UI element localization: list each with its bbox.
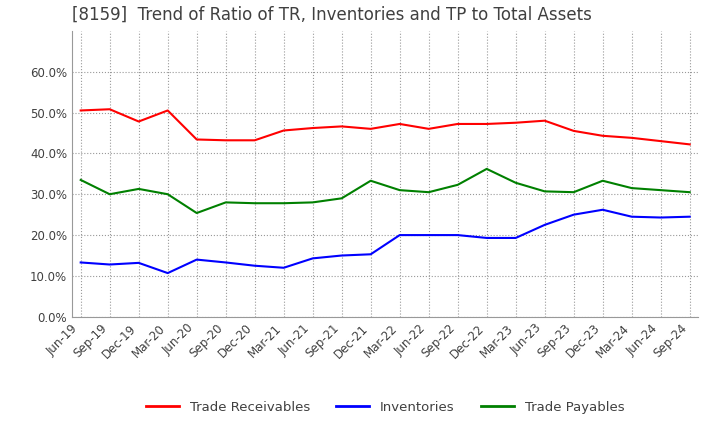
Inventories [570,212,578,217]
Trade Receivables [105,106,114,112]
Trade Payables [76,177,85,183]
Trade Payables [163,191,172,197]
Trade Receivables [627,135,636,140]
Inventories [685,214,694,219]
Trade Receivables [541,118,549,123]
Line: Trade Receivables: Trade Receivables [81,109,690,144]
Trade Receivables [395,121,404,127]
Inventories [454,232,462,238]
Inventories [424,232,433,238]
Trade Payables [338,196,346,201]
Trade Payables [454,182,462,187]
Inventories [482,235,491,241]
Trade Payables [657,187,665,193]
Trade Payables [424,190,433,195]
Inventories [338,253,346,258]
Trade Payables [541,189,549,194]
Trade Payables [685,190,694,195]
Trade Receivables [221,138,230,143]
Inventories [279,265,288,271]
Legend: Trade Receivables, Inventories, Trade Payables: Trade Receivables, Inventories, Trade Pa… [141,395,629,419]
Trade Receivables [76,108,85,113]
Trade Receivables [338,124,346,129]
Inventories [308,256,317,261]
Inventories [511,235,520,241]
Trade Payables [366,178,375,183]
Inventories [105,262,114,267]
Line: Trade Payables: Trade Payables [81,169,690,213]
Trade Receivables [454,121,462,127]
Trade Payables [251,201,259,206]
Trade Payables [192,210,201,216]
Inventories [163,271,172,276]
Trade Receivables [657,139,665,144]
Trade Payables [598,178,607,183]
Trade Receivables [251,138,259,143]
Trade Receivables [279,128,288,133]
Inventories [135,260,143,265]
Trade Receivables [511,120,520,125]
Trade Payables [627,185,636,191]
Trade Payables [511,180,520,185]
Inventories [657,215,665,220]
Trade Payables [395,187,404,193]
Trade Payables [135,186,143,191]
Trade Receivables [570,128,578,133]
Inventories [366,252,375,257]
Inventories [251,263,259,268]
Line: Inventories: Inventories [81,210,690,273]
Trade Receivables [192,137,201,142]
Inventories [221,260,230,265]
Trade Payables [221,200,230,205]
Inventories [192,257,201,262]
Trade Receivables [685,142,694,147]
Trade Payables [279,201,288,206]
Inventories [541,222,549,227]
Trade Receivables [163,108,172,113]
Inventories [76,260,85,265]
Trade Payables [308,200,317,205]
Trade Receivables [135,119,143,124]
Text: [8159]  Trend of Ratio of TR, Inventories and TP to Total Assets: [8159] Trend of Ratio of TR, Inventories… [72,6,592,24]
Trade Receivables [482,121,491,127]
Trade Payables [570,190,578,195]
Trade Receivables [424,126,433,132]
Inventories [598,207,607,213]
Trade Payables [105,191,114,197]
Trade Payables [482,166,491,172]
Inventories [627,214,636,219]
Trade Receivables [598,133,607,139]
Inventories [395,232,404,238]
Trade Receivables [366,126,375,132]
Trade Receivables [308,125,317,131]
